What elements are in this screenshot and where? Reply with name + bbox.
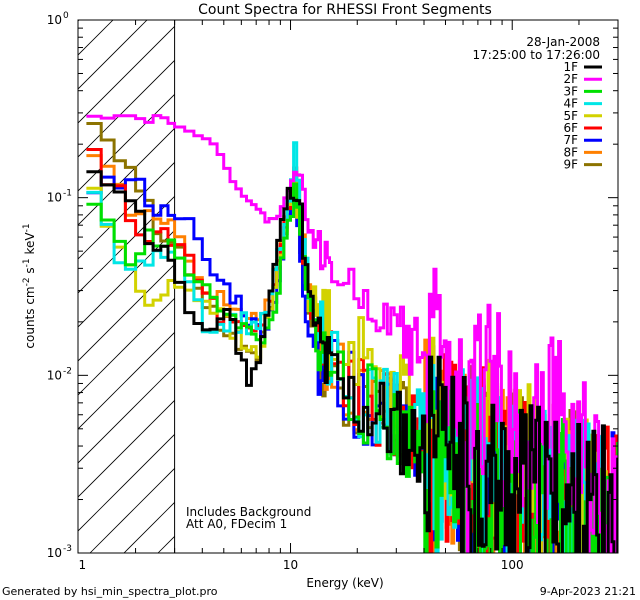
legend-label-8F: 8F <box>563 145 578 159</box>
hatch-line <box>78 20 114 56</box>
hatch-line <box>78 59 175 158</box>
legend-label-5F: 5F <box>563 109 578 123</box>
footer-date: 9-Apr-2023 21:21 <box>540 585 636 598</box>
y-label-part: keV <box>23 232 37 259</box>
y-tick-label: 10 <box>47 191 62 205</box>
annotation-background: Includes Background <box>186 505 311 519</box>
x-tick-label: 1 <box>79 558 87 572</box>
y-axis-label: counts cm-2 s-1 keV-1 <box>22 223 37 348</box>
footer-generated-by: Generated by hsi_min_spectra_plot.pro <box>2 585 218 598</box>
y-tick-exponent: 0 <box>63 11 69 21</box>
y-tick-label: 10 <box>47 13 62 27</box>
hatch-line <box>78 127 175 226</box>
y-label-part: s <box>23 267 37 277</box>
hatch-line <box>78 229 175 328</box>
annotation-attenuator: Att A0, FDecim 1 <box>186 517 287 531</box>
hatch-line <box>78 195 175 294</box>
y-tick-exponent: -2 <box>63 366 72 376</box>
date-label: 28-Jan-2008 <box>526 35 600 49</box>
hatch-line <box>78 263 175 362</box>
series-group <box>86 114 618 553</box>
legend-label-4F: 4F <box>563 97 578 111</box>
legend-label-3F: 3F <box>563 84 578 98</box>
hatch-line <box>78 399 175 498</box>
legend-label-1F: 1F <box>563 60 578 74</box>
hatch-line <box>78 365 175 464</box>
x-tick-label: 10 <box>283 558 298 572</box>
y-tick-label: 10 <box>47 368 62 382</box>
hatch-line <box>78 93 175 192</box>
hatch-line <box>78 20 80 22</box>
chart-title: Count Spectra for RHESSI Front Segments <box>198 2 492 18</box>
y-tick-label: 10 <box>47 546 62 560</box>
y-label-exponent: -2 <box>22 277 32 286</box>
y-tick-exponent: -3 <box>63 544 72 554</box>
legend-label-6F: 6F <box>563 121 578 135</box>
time-range-label: 17:25:00 to 17:26:00 <box>473 48 600 62</box>
plot-frame <box>77 19 619 554</box>
y-tick-exponent: -1 <box>63 189 72 199</box>
hatch-line <box>78 433 175 532</box>
y-label-part: counts cm <box>23 286 37 348</box>
legend-label-2F: 2F <box>563 72 578 86</box>
hatch-line <box>78 25 175 124</box>
legend-label-7F: 7F <box>563 133 578 147</box>
y-label-exponent: -1 <box>22 223 32 232</box>
hatch-line <box>78 20 148 90</box>
x-tick-label: 100 <box>501 558 524 572</box>
series-line-1F <box>86 170 618 553</box>
hatch-line <box>78 161 175 260</box>
hatch-lines <box>78 20 175 553</box>
x-axis-label: Energy (keV) <box>306 576 383 590</box>
legend-label-9F: 9F <box>563 158 578 172</box>
y-label-exponent: -1 <box>22 258 32 267</box>
